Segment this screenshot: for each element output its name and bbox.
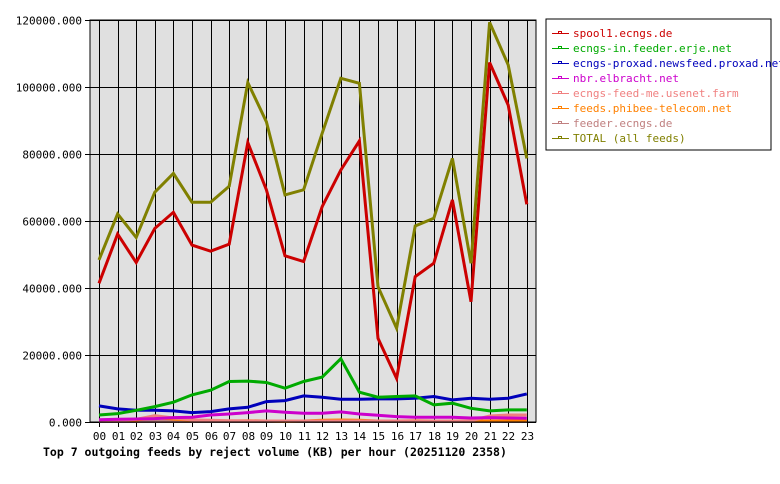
x-tick-label: 10: [279, 430, 292, 443]
legend-item: ecngs-feed-me.usenet.farm: [552, 87, 739, 100]
x-gridlines: [99, 20, 528, 427]
legend-marker-icon: [558, 106, 562, 109]
legend-marker-icon: [558, 31, 562, 34]
x-tick-label: 05: [186, 430, 199, 443]
legend-item: ecngs-proxad.newsfeed.proxad.net: [552, 57, 780, 70]
x-tick-label: 11: [298, 430, 311, 443]
legend-marker-icon: [558, 61, 562, 64]
legend-label: TOTAL (all feeds): [573, 132, 686, 145]
x-tick-label: 07: [223, 430, 236, 443]
series-line-nbr-elbracht-net: [98, 409, 527, 422]
x-tick-label: 16: [391, 430, 404, 443]
legend-box: [545, 18, 772, 151]
legend-label: spool1.ecngs.de: [573, 27, 672, 40]
x-tick-label: 12: [316, 430, 329, 443]
legend-marker-icon: [558, 76, 562, 79]
plot-border: [89, 19, 537, 423]
y-tick-label: 120000.000: [16, 15, 82, 28]
legend-label: feeder.ecngs.de: [573, 117, 672, 130]
series-line-ecngs-in-feeder-erje-net: [98, 356, 527, 417]
series-line-total-all-feeds: [97, 21, 529, 334]
legend-item: TOTAL (all feeds): [552, 132, 686, 145]
x-tick-label: 18: [428, 430, 441, 443]
legend-label: nbr.elbracht.net: [573, 72, 679, 85]
x-tick-label: 09: [260, 430, 273, 443]
legend-item: ecngs-in.feeder.erje.net: [552, 42, 732, 55]
x-tick-label: 08: [242, 430, 255, 443]
legend: spool1.ecngs.de ecngs-in.feeder.erje.net e…: [545, 18, 780, 151]
x-tick-label: 03: [149, 430, 162, 443]
x-tick-label: 02: [130, 430, 143, 443]
x-tick-label: 23: [521, 430, 534, 443]
series-line-spool1-ecngs-de: [97, 61, 529, 384]
x-tick-label: 21: [484, 430, 497, 443]
y-tick-label: 100000.000: [16, 82, 82, 95]
x-tick-label: 04: [167, 430, 181, 443]
legend-label: ecngs-proxad.newsfeed.proxad.net: [573, 57, 780, 70]
y-tick-label: 60000.000: [22, 216, 82, 229]
legend-label: ecngs-in.feeder.erje.net: [573, 42, 732, 55]
x-tick-label: 01: [112, 430, 125, 443]
x-tick-label: 13: [335, 430, 348, 443]
x-tick-label: 00: [93, 430, 106, 443]
legend-item: feeds.phibee-telecom.net: [552, 102, 732, 115]
legend-marker-icon: [558, 46, 562, 49]
x-tick-label: 22: [502, 430, 515, 443]
legend-marker-icon: [558, 136, 562, 139]
series-line-ecngs-proxad-newsfeed-proxad-net: [98, 392, 528, 415]
legend-label: feeds.phibee-telecom.net: [573, 102, 732, 115]
chart-title: Top 7 outgoing feeds by reject volume (K…: [43, 445, 507, 459]
legend-item: feeder.ecngs.de: [552, 117, 672, 130]
x-tick-label: 14: [353, 430, 367, 443]
x-tick-label: 17: [409, 430, 422, 443]
x-axis-ticks: 00 01 02 03 04 05 06 07 08 09 10 11 12 13 14 15 16 17 18 19…: [93, 430, 534, 443]
y-axis-ticks: 0.000 20000.000 40000.000 60000.000 80000.00…: [16, 15, 90, 430]
legend-marker-icon: [558, 91, 562, 94]
legend-item: spool1.ecngs.de: [552, 27, 672, 40]
y-tick-label: 80000.000: [22, 149, 82, 162]
x-tick-label: 20: [465, 430, 478, 443]
legend-label: ecngs-feed-me.usenet.farm: [573, 87, 739, 100]
legend-marker-icon: [558, 121, 562, 124]
series-lines: [97, 21, 529, 423]
y-tick-label: 0.000: [49, 417, 82, 430]
legend-item: nbr.elbracht.net: [552, 72, 679, 85]
x-tick-label: 06: [205, 430, 218, 443]
legend-items: spool1.ecngs.de ecngs-in.feeder.erje.net e…: [552, 27, 780, 145]
y-tick-label: 20000.000: [22, 350, 82, 363]
x-tick-label: 19: [446, 430, 459, 443]
y-tick-label: 40000.000: [22, 283, 82, 296]
x-tick-label: 15: [372, 430, 385, 443]
